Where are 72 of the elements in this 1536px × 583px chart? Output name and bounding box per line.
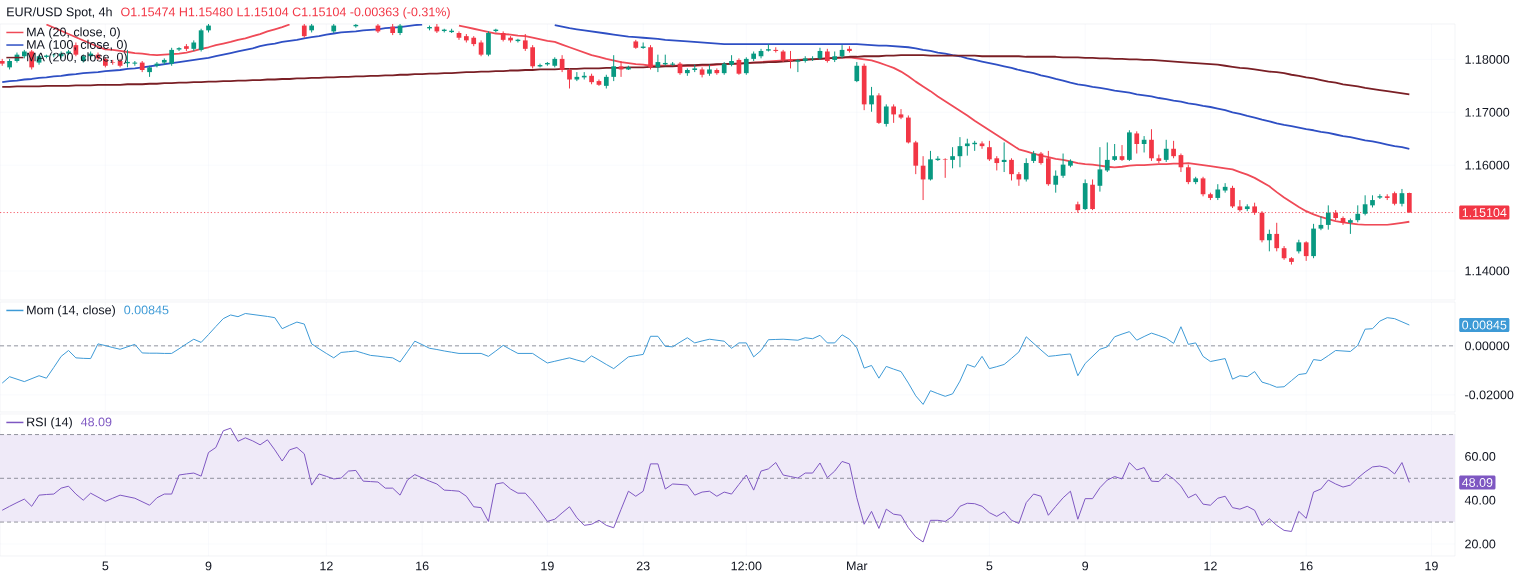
candlestick [1023, 157, 1029, 183]
candlestick [869, 86, 874, 113]
annotation: 0.00845 [124, 305, 169, 315]
candlestick [1318, 215, 1324, 231]
candlestick [456, 30, 462, 41]
y-tick-label: -0.02000 [1465, 390, 1514, 400]
y-tick-label: 0.00000 [1465, 341, 1510, 351]
y-tick-label: 20.00 [1465, 539, 1496, 549]
chart-title: EUR/USD Spot, 4h [7, 7, 112, 19]
ref-line-label: 1.15104 [1462, 208, 1507, 217]
legend-label: MA (20, close, 0) [27, 27, 120, 39]
x-tick-label: 5 [986, 561, 993, 571]
candlestick [1001, 141, 1007, 173]
x-tick-label: 16 [1300, 561, 1313, 571]
candlestick [987, 140, 992, 162]
candlestick [1267, 229, 1272, 252]
candlestick [1340, 215, 1346, 226]
candlestick [942, 157, 948, 179]
y-tick-label: 60.00 [1465, 452, 1496, 461]
y-tick-label: 1.16000 [1465, 160, 1510, 170]
x-tick-label: 16 [416, 561, 429, 571]
candlestick [530, 44, 536, 69]
candlestick [854, 61, 860, 83]
candlestick [176, 46, 182, 52]
x-tick-label: Mar [847, 561, 868, 571]
candlestick [1303, 240, 1309, 262]
candlestick [795, 58, 801, 73]
candlestick [1104, 141, 1110, 173]
legend-label: RSI (14) [27, 417, 72, 429]
candlestick [1134, 130, 1140, 155]
candlestick [883, 103, 889, 128]
candlestick [1009, 157, 1014, 181]
candlestick [891, 103, 896, 124]
y-tick-label: 1.14000 [1465, 266, 1510, 276]
x-tick-label: 12 [320, 561, 333, 571]
y-tick-label: 1.18000 [1465, 55, 1510, 64]
x-tick-label: 9 [1082, 561, 1089, 571]
candlestick [950, 146, 955, 169]
chart-subtitle: O1.15474 H1.15480 L1.15104 C1.15104 -0.00363 (-0.31%) [121, 7, 450, 19]
candlestick [574, 71, 580, 82]
candlestick [1274, 222, 1280, 252]
text: 48.09 [1461, 478, 1493, 487]
candlestick [773, 46, 779, 54]
candlestick [1119, 144, 1125, 162]
x-tick-label: 23 [636, 561, 650, 571]
y-tick-label: 40.00 [1464, 495, 1496, 505]
candlestick [1053, 169, 1059, 194]
candlestick [1149, 128, 1154, 162]
candlestick [979, 140, 985, 150]
x-tick-label: 12:00 [731, 561, 762, 571]
candlestick [1325, 204, 1331, 231]
candlestick [567, 67, 572, 89]
candlestick [648, 44, 653, 70]
candlestick [928, 150, 933, 181]
candlestick [1185, 164, 1191, 185]
candlestick [611, 54, 617, 82]
candlestick [1377, 193, 1383, 200]
x-tick-label: 5 [102, 561, 109, 571]
x-tick-label: 12 [1204, 561, 1217, 571]
annotation: 48.09 [80, 417, 112, 427]
candlestick [788, 50, 793, 69]
candlestick [1230, 185, 1235, 209]
candlestick [1163, 139, 1169, 163]
x-tick-label: 19 [1425, 561, 1438, 571]
x-tick-label: 19 [541, 561, 554, 571]
y-tick-label: 1.17000 [1465, 107, 1510, 117]
text: 0.00845 [1462, 320, 1507, 330]
candlestick [486, 30, 491, 57]
legend-label: Mom (14, close) [27, 305, 115, 317]
candlestick [898, 108, 904, 120]
candlestick [913, 140, 919, 175]
x-tick-label: 9 [205, 561, 212, 571]
